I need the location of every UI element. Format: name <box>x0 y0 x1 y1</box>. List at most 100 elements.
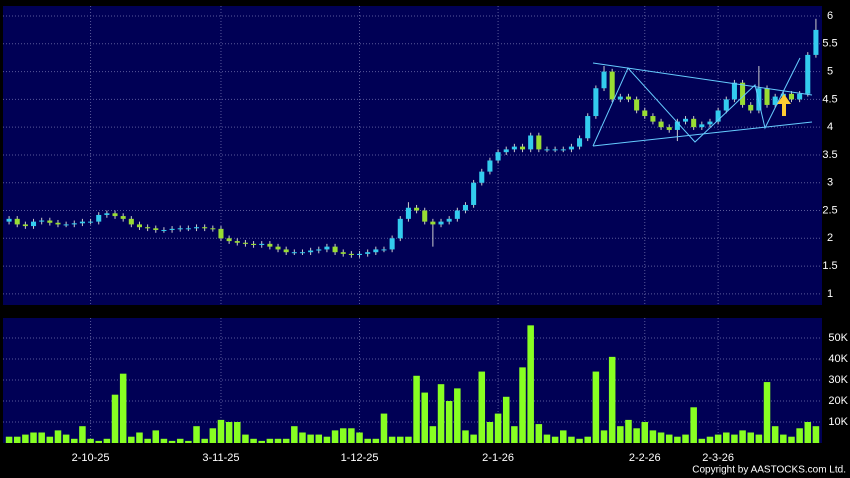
volume-bar <box>462 430 469 443</box>
y-tick-label: 6 <box>827 10 833 22</box>
volume-bar <box>54 430 62 443</box>
volume-bar <box>266 438 274 443</box>
candle-body <box>348 253 354 255</box>
candle-body <box>324 246 330 250</box>
volume-bar <box>307 434 314 443</box>
candle-body <box>22 224 28 227</box>
y-tick-label: 3 <box>827 177 833 189</box>
volume-bar <box>291 426 298 443</box>
candle-body <box>536 135 542 150</box>
volume-bar <box>723 432 730 443</box>
volume-bar <box>608 356 616 443</box>
volume-bar <box>739 430 746 443</box>
candle-body <box>609 71 615 100</box>
volume-bar <box>79 426 86 443</box>
candle-body <box>625 96 632 100</box>
volume-bar <box>217 419 225 443</box>
volume-bar <box>731 434 738 443</box>
volume-bar <box>478 371 486 443</box>
volume-bar <box>152 430 160 443</box>
candle-body <box>471 182 477 205</box>
volume-bar <box>763 382 771 443</box>
volume-bar <box>339 428 347 443</box>
volume-bar <box>22 434 29 443</box>
volume-bar <box>201 438 208 443</box>
volume-bar <box>788 436 795 443</box>
volume-bar <box>600 430 608 443</box>
candle-body <box>430 221 436 225</box>
volume-bar <box>560 430 567 443</box>
volume-bar <box>690 407 697 443</box>
volume-bar <box>421 392 428 443</box>
volume-bar <box>168 440 176 443</box>
price-panel <box>3 6 822 305</box>
volume-bar <box>665 434 673 443</box>
candle-body <box>55 222 61 225</box>
candle-body <box>495 152 501 161</box>
candle-body <box>210 228 216 230</box>
volume-bar <box>274 438 282 443</box>
candle-body <box>381 249 387 251</box>
candle-body <box>772 96 778 105</box>
volume-bar <box>592 371 600 443</box>
volume-panel <box>3 318 822 443</box>
candle-body <box>79 221 85 224</box>
y-tick-label: 2 <box>827 232 833 244</box>
volume-bar <box>755 434 763 443</box>
volume-bar <box>617 426 624 443</box>
volume-bar <box>103 438 111 443</box>
candle-body <box>577 138 583 147</box>
volume-bar <box>160 438 168 443</box>
volume-bar <box>405 436 412 443</box>
candle-body <box>283 249 289 253</box>
volume-bar <box>771 426 779 443</box>
candle-body <box>356 253 363 255</box>
candle-body <box>414 207 420 211</box>
volume-bar <box>323 436 331 443</box>
candle-body <box>519 146 526 150</box>
candle-body <box>813 29 819 55</box>
volume-bar <box>714 434 722 443</box>
candle-body <box>585 116 591 139</box>
candle-body <box>234 241 240 243</box>
volume-bar <box>641 421 649 443</box>
candle-body <box>332 246 338 253</box>
candle-body <box>202 227 208 229</box>
arrow-icon <box>777 94 791 116</box>
candle-body <box>699 124 705 128</box>
candle-body <box>544 149 550 151</box>
candle-body <box>373 249 379 253</box>
candle-body <box>242 242 248 244</box>
candle-body <box>560 149 566 151</box>
volume-bar <box>95 440 102 443</box>
y-tick-label: 10K <box>828 416 848 428</box>
volume-bar <box>388 436 396 443</box>
volume-bar <box>136 432 143 443</box>
candle-body <box>112 213 118 217</box>
candle-body <box>405 207 411 219</box>
volume-bar <box>519 367 526 443</box>
candle-body <box>422 210 428 222</box>
candle-body <box>788 93 795 100</box>
candle-body <box>479 171 485 183</box>
x-tick-label: 2-2-26 <box>629 452 661 464</box>
candle-body <box>193 227 200 229</box>
y-tick-label: 1.5 <box>822 260 837 272</box>
volume-bar <box>804 421 812 443</box>
candle-body <box>39 220 45 222</box>
candle-body <box>446 218 452 222</box>
volume-bar <box>470 434 477 443</box>
candle-body <box>707 121 713 125</box>
volume-bar <box>380 413 388 443</box>
candle-body <box>634 99 640 111</box>
volume-bar <box>494 413 502 443</box>
y-tick-label: 30K <box>828 374 848 386</box>
copyright: Copyright by AASTOCKS.com Ltd. <box>692 465 846 476</box>
volume-bar <box>282 438 290 443</box>
candle-body <box>552 149 558 151</box>
volume-bar <box>527 325 534 443</box>
volume-bar <box>698 438 706 443</box>
volume-bar <box>454 388 461 443</box>
candle-body <box>805 54 811 94</box>
volume-bar <box>234 421 241 443</box>
